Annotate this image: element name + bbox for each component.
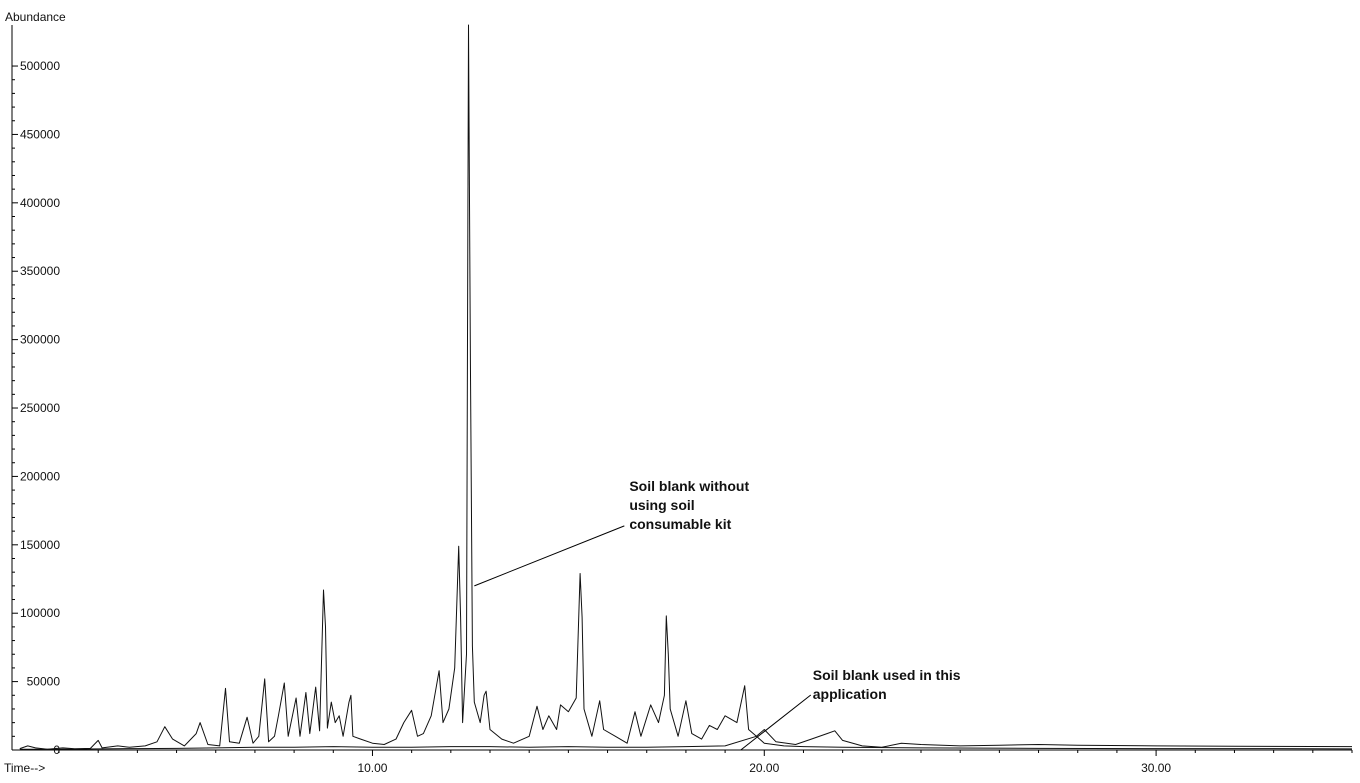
- series-line-1: [19, 24, 1353, 750]
- y-ticks: 0 50000 100000 150000 200000 250000 300000 3500…: [12, 59, 60, 757]
- annotations-layer: Soil blank without using soil consumable k…: [474, 478, 961, 751]
- y-tick-label: 150000: [20, 538, 60, 552]
- y-tick-label: 0: [53, 743, 60, 757]
- y-tick-label: 200000: [20, 469, 60, 483]
- annotation-text-2: application: [813, 686, 887, 702]
- annotation-text-1: consumable kit: [629, 516, 731, 532]
- y-tick-label: 250000: [20, 401, 60, 415]
- x-tick-label: 20.00: [749, 761, 779, 775]
- series-line-2: [19, 729, 1353, 750]
- series-layer: [19, 24, 1353, 750]
- y-tick-label: 400000: [20, 196, 60, 210]
- annotation-leader-2: [740, 694, 812, 751]
- annotation-text-1: Soil blank without: [629, 478, 749, 494]
- axes: [11, 25, 1352, 751]
- y-tick-label: 300000: [20, 333, 60, 347]
- y-axis-title: Abundance: [5, 10, 66, 24]
- annotation-text-2: Soil blank used in this: [813, 667, 961, 683]
- x-ticks: 10.00 20.00 30.00: [58, 750, 1353, 775]
- x-axis-title: Time-->: [4, 761, 45, 775]
- x-tick-label: 30.00: [1141, 761, 1171, 775]
- y-tick-label: 100000: [20, 606, 60, 620]
- annotation-text-1: using soil: [629, 497, 694, 513]
- x-tick-label: 10.00: [357, 761, 387, 775]
- y-tick-label: 500000: [20, 59, 60, 73]
- y-tick-label: 350000: [20, 264, 60, 278]
- annotation-leader-1: [474, 525, 625, 587]
- y-tick-label: 450000: [20, 127, 60, 141]
- y-tick-label: 50000: [27, 675, 61, 689]
